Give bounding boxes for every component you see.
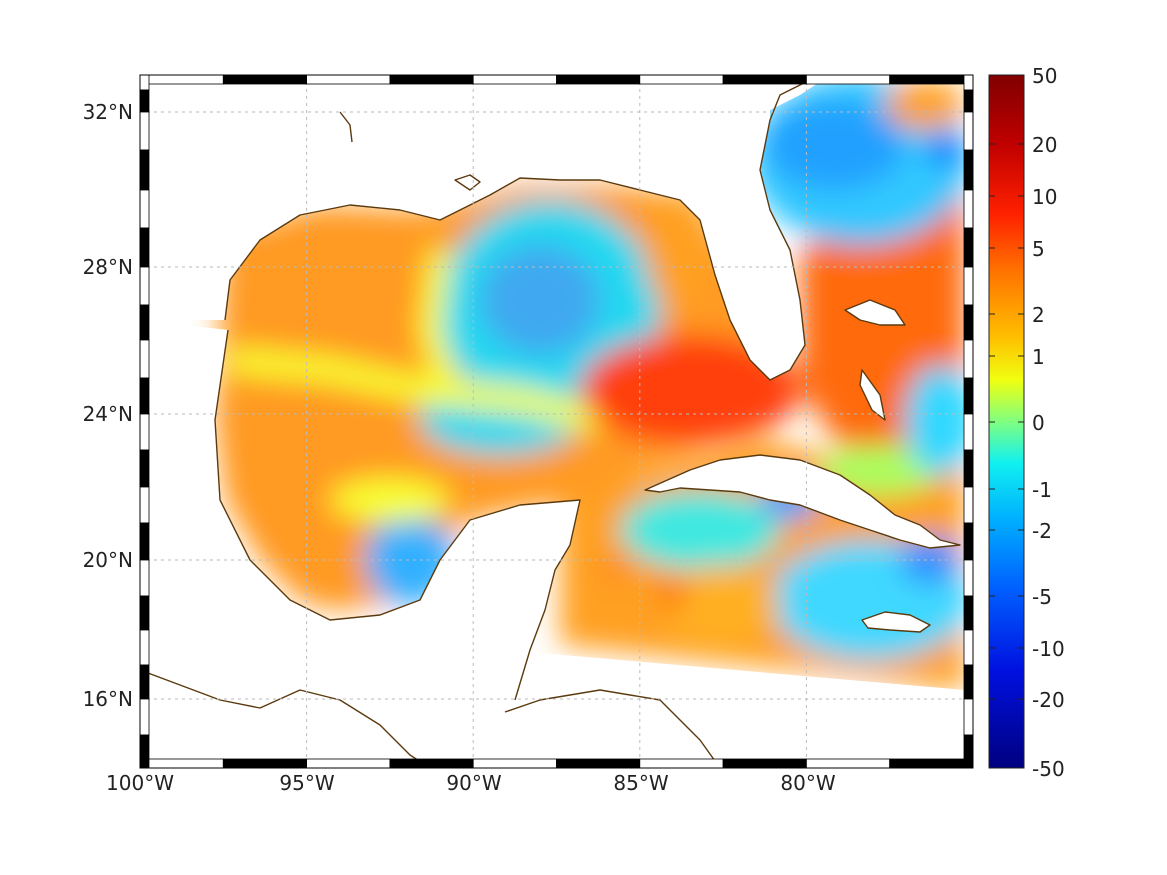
- colorbar-label: -2: [1032, 519, 1052, 543]
- longitude-labels: 100°W 95°W 90°W 85°W 80°W: [106, 771, 836, 795]
- frame-segment: [556, 758, 641, 769]
- frame-segment: [722, 74, 807, 85]
- frame-segment: [139, 559, 150, 597]
- colorbar: 50 20 10 5 2 1 0 -1 -2 -5 -10 -20 -50: [988, 64, 1065, 781]
- frame-segment: [139, 629, 150, 666]
- sea-field-layer: [140, 75, 973, 768]
- colorbar-label: -5: [1032, 585, 1052, 609]
- frame-segment: [139, 74, 150, 91]
- lon-label-80w: 80°W: [780, 771, 835, 795]
- frame-segment: [306, 758, 391, 769]
- frame-segment: [889, 758, 974, 769]
- frame-segment: [963, 377, 974, 415]
- frame-segment: [963, 486, 974, 524]
- lat-label-32n: 32°N: [83, 100, 133, 124]
- colorbar-label: 1: [1032, 345, 1045, 369]
- lon-label-100w: 100°W: [106, 771, 174, 795]
- loop-current-core: [580, 335, 800, 445]
- lat-label-20n: 20°N: [83, 548, 133, 572]
- frame-segment: [139, 664, 150, 700]
- frame-segment: [222, 758, 308, 769]
- lon-label-95w: 95°W: [279, 771, 334, 795]
- frame-segment: [139, 227, 150, 268]
- colorbar-labels: 50 20 10 5 2 1 0 -1 -2 -5 -10 -20 -50: [1032, 64, 1065, 781]
- frame-segment: [639, 74, 724, 85]
- colorbar-label: 10: [1032, 185, 1057, 209]
- frame-segment: [963, 266, 974, 306]
- frame-segment: [963, 413, 974, 451]
- frame-segment: [963, 522, 974, 561]
- frame-segment: [963, 304, 974, 341]
- frame-segment: [139, 758, 224, 769]
- lon-label-90w: 90°W: [446, 771, 501, 795]
- frame-outline: [139, 74, 974, 769]
- frame-segment: [222, 74, 308, 85]
- frame-segment: [963, 734, 974, 769]
- latitude-labels: 32°N 28°N 24°N 20°N 16°N: [83, 100, 133, 711]
- frame-segment: [722, 758, 807, 769]
- lat-label-28n: 28°N: [83, 255, 133, 279]
- frame-segment: [139, 89, 150, 113]
- frame-segment: [139, 734, 150, 769]
- frame-segment: [963, 189, 974, 229]
- colorbar-label: 0: [1032, 411, 1045, 435]
- frame-segment: [639, 758, 724, 769]
- frame-segment: [139, 149, 150, 191]
- frame-segment: [139, 698, 150, 736]
- frame-segment: [889, 74, 974, 85]
- colorbar-ticks: [989, 74, 1024, 769]
- colorbar-label: 5: [1032, 237, 1045, 261]
- frame-segment: [963, 449, 974, 488]
- frame-segment: [306, 74, 391, 85]
- frame-segment: [139, 413, 150, 451]
- colorbar-label: -1: [1032, 478, 1052, 502]
- frame-segment: [556, 74, 641, 85]
- frame-segment: [139, 304, 150, 341]
- frame-segment: [806, 758, 891, 769]
- frame-segment: [963, 89, 974, 113]
- frame-segment: [389, 74, 474, 85]
- lat-label-24n: 24°N: [83, 402, 133, 426]
- frame-segment: [139, 377, 150, 415]
- frame-segment: [139, 266, 150, 306]
- frame-segment: [963, 595, 974, 631]
- frame-segment: [139, 595, 150, 631]
- frame-segment: [139, 449, 150, 488]
- frame-segment: [389, 758, 474, 769]
- frame-segment: [139, 522, 150, 561]
- colorbar-label: -50: [1032, 757, 1065, 781]
- frame-segment: [963, 664, 974, 700]
- frame-segment: [963, 629, 974, 666]
- frame-segment: [472, 74, 557, 85]
- frame-segment: [963, 559, 974, 597]
- coastlines: [140, 75, 961, 768]
- land-mask: [140, 75, 973, 768]
- frame-segment: [472, 758, 557, 769]
- frame-segment: [963, 227, 974, 268]
- frame-segment: [963, 111, 974, 151]
- colorbar-label: -20: [1032, 688, 1065, 712]
- frame-segment: [139, 486, 150, 524]
- frame-segment: [139, 74, 224, 85]
- frame-segment: [806, 74, 891, 85]
- colorbar-label: -10: [1032, 637, 1065, 661]
- frame-segment: [139, 339, 150, 379]
- frame-segment: [963, 149, 974, 191]
- frame-segment: [963, 698, 974, 736]
- colorbar-label: 2: [1032, 303, 1045, 327]
- frame-segment: [139, 111, 150, 151]
- colorbar-label: 50: [1032, 64, 1057, 88]
- frame-segment: [963, 339, 974, 379]
- colorbar-label: 20: [1032, 133, 1057, 157]
- graticule: [140, 75, 973, 768]
- lon-label-85w: 85°W: [613, 771, 668, 795]
- lat-label-16n: 16°N: [83, 687, 133, 711]
- frame-segment: [139, 189, 150, 229]
- map-frame: [139, 74, 974, 769]
- frame-segment: [963, 74, 974, 91]
